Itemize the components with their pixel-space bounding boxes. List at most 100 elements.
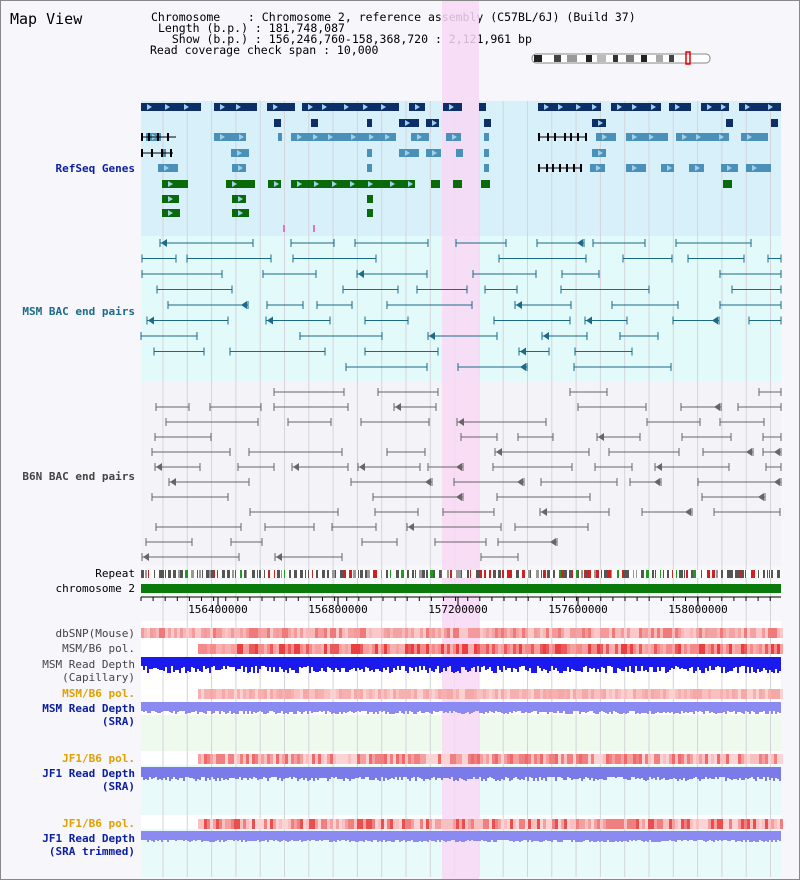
jf1-depth-sra-bar [303,767,305,780]
exon-tick [580,164,582,172]
msm-depth-capillary-bar [255,657,257,666]
msm-depth-capillary-bar [369,657,371,671]
msm-pol2-cell [432,689,435,699]
jf1-depth-trimmed-bar [425,831,427,841]
msm-depth-capillary-bar [379,657,381,671]
repeat-element [741,570,744,578]
dbsnp-cell [150,628,153,638]
jf1-depth-sra-bar [159,767,161,779]
jf1-pol-cell [447,754,450,764]
msm-depth-capillary-bar [399,657,401,670]
jf1-pol2-cell [210,819,213,829]
jf1-depth-sra-bar [233,767,235,778]
jf1-depth-sra-bar [195,767,197,781]
dbsnp-cell [357,628,360,638]
jf1-pol-cell [645,754,648,764]
page-title: Map View [10,10,83,28]
jf1-pol2-cell [621,819,624,829]
msm-pol2-cell [201,689,204,699]
msm-pol2-cell [708,689,711,699]
repeat-element [264,570,265,578]
dbsnp-cell [678,628,681,638]
jf1-depth-sra-bar [149,767,151,777]
jf1-depth-sra-bar [765,767,767,781]
gene-feature [453,180,462,188]
gene-feature [367,195,373,203]
jf1-depth-sra-bar [367,767,369,777]
jf1-depth-trimmed-bar [623,831,625,841]
msm-depth-sra-bar [697,702,699,712]
jf1-pol-cell [312,754,315,764]
msm-depth-sra-bar [681,702,683,711]
jf1-depth-trimmed-bar [591,831,593,841]
jf1-depth-trimmed-bar [321,831,323,841]
jf1-depth-trimmed-bar [659,831,661,842]
repeat-element [584,570,587,578]
msm-depth-capillary-bar [561,657,563,673]
gene-feature [291,133,396,141]
msm-pol-cell [528,644,531,654]
msm-depth-sra-bar [273,702,275,712]
msm-depth-capillary-bar [257,657,259,673]
msm-depth-capillary-bar [771,657,773,672]
dbsnp-cell [246,628,249,638]
jf1-depth-sra-bar [495,767,497,781]
jf1-depth-trimmed-bar [231,831,233,840]
jf1-depth-sra-bar [283,767,285,779]
jf1-pol-cell [453,754,456,764]
jf1-depth-sra-bar [555,767,557,781]
msm-pol-cell [591,644,594,654]
jf1-depth-trimmed-bar [217,831,219,840]
gene-feature [214,103,257,111]
msm-pol-cell [303,644,306,654]
dbsnp-cell [222,628,225,638]
strand-arrow [344,104,349,110]
msm-pol2-cell [756,689,759,699]
jf1-pol-cell [348,754,351,764]
jf1-depth-sra-bar [213,767,215,779]
jf1-pol-cell [495,754,498,764]
jf1-pol2-cell [243,819,246,829]
jf1-depth-sra-bar [539,767,541,777]
jf1-pol-cell [219,754,222,764]
msm-depth-capillary-bar [381,657,383,672]
msm-depth-sra-bar [255,702,257,713]
jf1-pol-cell [381,754,384,764]
jf1-depth-trimmed-bar [551,831,553,842]
jf1-depth-trimmed-bar [687,831,689,841]
msm-depth-capillary-bar [605,657,607,673]
jf1-pol-cell [471,754,474,764]
jf1-pol2-cell [486,819,489,829]
repeat-element [586,570,589,578]
jf1-depth-trimmed-bar [411,831,413,840]
jf1-pol2-cell [432,819,435,829]
msm-depth-sra-bar [763,702,765,711]
repeat-element [415,570,416,578]
msm-bac-label[interactable]: MSM BAC end pairs [22,305,135,318]
strand-arrow [598,150,603,156]
msm-bac-pair-arrow [520,363,526,371]
dbsnp-cell [453,628,456,638]
jf1-depth-sra-bar [341,767,343,779]
b6n-bac-label[interactable]: B6N BAC end pairs [22,470,135,483]
msm-depth-capillary-bar [159,657,161,670]
msm-pol-cell [690,644,693,654]
msm-pol-cell [357,644,360,654]
jf1-depth-sra-bar [569,767,571,778]
msm-pol-cell [405,644,408,654]
jf1-depth-sra-bar [557,767,559,777]
jf1-depth-trimmed-bar [391,831,393,842]
msm-pol2-cell [414,689,417,699]
jf1-depth-trimmed-bar [765,831,767,841]
jf1-pol2-cell [462,819,465,829]
msm-depth-sra-bar [161,702,163,712]
msm-pol2-cell [624,689,627,699]
msm-depth-sra-bar [683,702,685,713]
dbsnp-cell [552,628,555,638]
strand-arrow [369,134,374,140]
jf1-pol-cell [558,754,561,764]
msm-depth-capillary-bar [721,657,723,673]
msm-depth-capillary-bar [695,657,697,671]
refseq-label[interactable]: RefSeq Genes [55,162,135,175]
